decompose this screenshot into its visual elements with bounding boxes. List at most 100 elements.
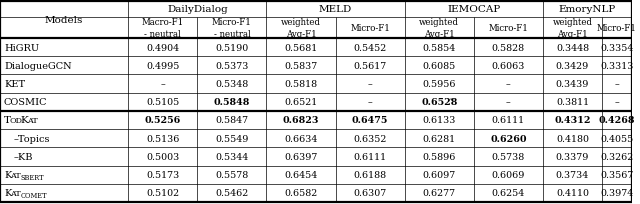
Text: 0.5256: 0.5256 [145, 116, 181, 125]
Text: 0.6521: 0.6521 [284, 98, 317, 107]
Text: AT: AT [27, 116, 37, 124]
Text: 0.3439: 0.3439 [556, 80, 589, 89]
Text: –: – [614, 80, 620, 89]
Text: 0.3448: 0.3448 [556, 43, 589, 52]
Text: 0.6085: 0.6085 [422, 62, 456, 71]
Text: –: – [368, 80, 372, 89]
Text: 0.6069: 0.6069 [492, 170, 525, 179]
Text: weighted
Avg-F1: weighted Avg-F1 [419, 18, 460, 38]
Text: 0.5818: 0.5818 [284, 80, 317, 89]
Text: *: * [450, 97, 453, 102]
Text: 0.4904: 0.4904 [147, 43, 179, 52]
Text: 0.6352: 0.6352 [353, 134, 387, 143]
Text: 0.5549: 0.5549 [215, 134, 248, 143]
Text: 0.6281: 0.6281 [422, 134, 456, 143]
Text: 0.5847: 0.5847 [216, 116, 248, 125]
Text: Micro-F1
- neutral: Micro-F1 - neutral [212, 18, 252, 38]
Text: 0.6475: 0.6475 [352, 116, 388, 125]
Text: DialogueGCN: DialogueGCN [4, 62, 72, 71]
Text: 0.5848: 0.5848 [214, 98, 250, 107]
Text: 0.5738: 0.5738 [492, 152, 525, 161]
Text: 0.3811: 0.3811 [556, 98, 589, 107]
Text: K: K [20, 116, 28, 125]
Text: 0.3567: 0.3567 [600, 170, 634, 179]
Text: –: – [161, 80, 165, 89]
Text: AT: AT [10, 171, 21, 179]
Text: 0.6528: 0.6528 [421, 98, 458, 107]
Text: 0.6111: 0.6111 [492, 116, 525, 125]
Text: 0.6063: 0.6063 [492, 62, 525, 71]
Text: 0.3262: 0.3262 [600, 152, 634, 161]
Text: –: – [614, 98, 620, 107]
Text: 0.5462: 0.5462 [215, 188, 248, 197]
Text: COSMIC: COSMIC [4, 98, 47, 107]
Text: 0.5003: 0.5003 [146, 152, 179, 161]
Text: 0.5190: 0.5190 [215, 43, 248, 52]
Text: –: – [368, 98, 372, 107]
Text: –: – [506, 98, 511, 107]
Text: 0.4180: 0.4180 [556, 134, 589, 143]
Text: 0.6397: 0.6397 [284, 152, 317, 161]
Text: 0.6307: 0.6307 [353, 188, 387, 197]
Text: 0.6254: 0.6254 [492, 188, 525, 197]
Text: 0.6454: 0.6454 [284, 170, 317, 179]
Text: KET: KET [4, 80, 25, 89]
Text: Micro-F1: Micro-F1 [350, 24, 390, 33]
Text: 0.3429: 0.3429 [556, 62, 589, 71]
Text: 0.5617: 0.5617 [353, 62, 387, 71]
Text: 0.6277: 0.6277 [422, 188, 456, 197]
Text: T: T [4, 116, 11, 125]
Text: 0.4268: 0.4268 [598, 116, 635, 125]
Text: –: – [506, 80, 511, 89]
Text: 0.5373: 0.5373 [215, 62, 248, 71]
Text: 0.6634: 0.6634 [284, 134, 317, 143]
Text: –KB: –KB [14, 152, 33, 161]
Text: 0.5837: 0.5837 [284, 62, 317, 71]
Text: 0.5348: 0.5348 [215, 80, 248, 89]
Text: 0.5854: 0.5854 [422, 43, 456, 52]
Text: SBERT: SBERT [20, 173, 44, 181]
Text: 0.3354: 0.3354 [600, 43, 634, 52]
Text: 0.6111: 0.6111 [353, 152, 387, 161]
Text: AT: AT [10, 189, 21, 197]
Text: COMET: COMET [20, 191, 47, 199]
Text: 0.5896: 0.5896 [422, 152, 456, 161]
Text: K: K [4, 188, 12, 197]
Text: 0.6133: 0.6133 [422, 116, 456, 125]
Text: 0.5102: 0.5102 [147, 188, 179, 197]
Text: 0.6097: 0.6097 [422, 170, 456, 179]
Text: 0.5681: 0.5681 [284, 43, 317, 52]
Text: 0.4110: 0.4110 [556, 188, 589, 197]
Text: K: K [4, 170, 12, 179]
Text: Models: Models [45, 16, 83, 25]
Text: Macro-F1
- neutral: Macro-F1 - neutral [141, 18, 184, 38]
Text: MELD: MELD [319, 6, 352, 14]
Text: 0.3974: 0.3974 [600, 188, 634, 197]
Text: 0.5828: 0.5828 [492, 43, 525, 52]
Text: DailyDialog: DailyDialog [167, 6, 228, 14]
Text: 0.5452: 0.5452 [353, 43, 387, 52]
Text: 0.6188: 0.6188 [353, 170, 387, 179]
Text: 0.5344: 0.5344 [215, 152, 248, 161]
Text: weighted
Avg-F1: weighted Avg-F1 [552, 18, 593, 38]
Text: 0.5173: 0.5173 [146, 170, 179, 179]
Text: 0.3313: 0.3313 [600, 62, 634, 71]
Text: –Topics: –Topics [14, 134, 51, 143]
Text: 0.4995: 0.4995 [146, 62, 180, 71]
Text: 0.4312: 0.4312 [554, 116, 591, 125]
Text: 0.5136: 0.5136 [146, 134, 180, 143]
Text: 0.3734: 0.3734 [556, 170, 589, 179]
Text: 0.5105: 0.5105 [146, 98, 179, 107]
Text: 0.5956: 0.5956 [422, 80, 456, 89]
Text: Micro-F1: Micro-F1 [597, 24, 637, 33]
Text: 0.6582: 0.6582 [284, 188, 317, 197]
Text: 0.6823: 0.6823 [283, 116, 319, 125]
Text: Micro-F1: Micro-F1 [488, 24, 528, 33]
Text: IEMOCAP: IEMOCAP [447, 6, 500, 14]
Text: weighted
Avg-F1: weighted Avg-F1 [281, 18, 321, 38]
Text: OD: OD [10, 116, 23, 124]
Text: 0.6260: 0.6260 [490, 134, 527, 143]
Text: HiGRU: HiGRU [4, 43, 39, 52]
Text: 0.5578: 0.5578 [215, 170, 248, 179]
Text: EmoryNLP: EmoryNLP [559, 6, 616, 14]
